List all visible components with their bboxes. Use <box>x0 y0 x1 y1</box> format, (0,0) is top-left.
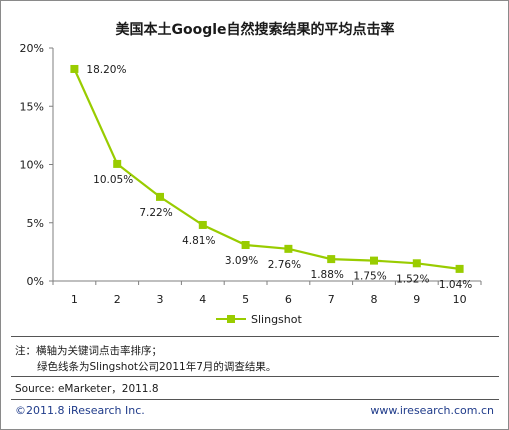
x-tick-label: 2 <box>114 293 121 306</box>
data-label: 2.76% <box>268 259 301 271</box>
data-point <box>156 192 164 201</box>
footer-divider <box>11 399 499 400</box>
data-point <box>113 159 122 168</box>
footer-copyright: ©2011.8 iResearch Inc. <box>15 404 145 417</box>
data-label: 1.88% <box>311 269 344 281</box>
data-labels: 18.20% 10.05% 7.22% 4.81% 3.09% 2.76% 1.88% 1.7… <box>86 64 472 291</box>
x-tick-label: 10 <box>453 293 467 306</box>
axes <box>49 47 482 285</box>
data-point <box>241 241 250 250</box>
data-point <box>327 255 336 264</box>
y-tick-label: 10% <box>20 159 44 172</box>
data-label: 3.09% <box>225 255 258 267</box>
x-tick-label: 1 <box>71 293 78 306</box>
data-label: 7.22% <box>139 207 172 219</box>
chart-title: 美国本土Google自然搜索结果的平均点击率 <box>115 21 394 38</box>
data-point <box>284 244 293 253</box>
footer-website[interactable]: www.iresearch.com.cn <box>370 404 494 417</box>
y-tick-labels: 0% 5% 10% 15% 20% <box>20 42 44 288</box>
note-line-2: 绿色线条为Slingshot公司2011年7月的调查结果。 <box>37 361 277 373</box>
data-point <box>412 259 421 268</box>
x-tick-label: 7 <box>328 293 335 306</box>
x-tick-label: 5 <box>242 293 249 306</box>
series-line-slingshot <box>73 68 460 270</box>
x-tick-label: 9 <box>413 293 420 306</box>
x-tick-label: 3 <box>157 293 164 306</box>
x-tick-label: 6 <box>285 293 292 306</box>
y-tick-label: 5% <box>27 217 44 230</box>
note-line-1: 注：横轴为关键词点击率排序； <box>15 345 162 357</box>
source-divider <box>11 376 499 377</box>
data-label: 1.04% <box>439 279 472 291</box>
legend-label: Slingshot <box>251 313 302 326</box>
notes-divider <box>11 336 499 337</box>
x-tick-labels: 1 2 3 4 5 6 7 8 9 10 <box>71 293 467 306</box>
legend-marker <box>227 315 235 323</box>
y-tick-label: 20% <box>20 42 44 55</box>
series-markers <box>70 64 464 273</box>
data-label: 4.81% <box>182 235 215 247</box>
x-tick-label: 4 <box>199 293 206 306</box>
data-label: 1.52% <box>396 273 429 285</box>
source-text: Source: eMarketer，2011.8 <box>15 383 159 395</box>
y-tick-label: 15% <box>20 100 44 113</box>
data-point <box>198 220 207 229</box>
y-tick-label: 0% <box>27 275 44 288</box>
data-label: 10.05% <box>93 174 133 186</box>
line-chart: 美国本土Google自然搜索结果的平均点击率 0% 5% 10% 15% 20% 1 2 3… <box>20 21 482 326</box>
data-label: 18.20% <box>86 64 126 76</box>
data-label: 1.75% <box>353 271 386 283</box>
data-point <box>370 256 378 265</box>
data-point <box>455 264 464 273</box>
legend: Slingshot <box>216 313 302 326</box>
data-point <box>70 64 79 73</box>
x-tick-label: 8 <box>371 293 378 306</box>
